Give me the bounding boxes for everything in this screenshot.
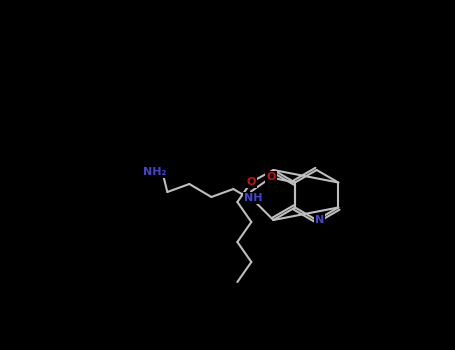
Text: N: N	[315, 215, 324, 225]
Text: O: O	[266, 173, 276, 182]
Text: NH: NH	[244, 193, 263, 203]
Text: O: O	[247, 177, 256, 187]
Text: NH₂: NH₂	[143, 167, 166, 177]
